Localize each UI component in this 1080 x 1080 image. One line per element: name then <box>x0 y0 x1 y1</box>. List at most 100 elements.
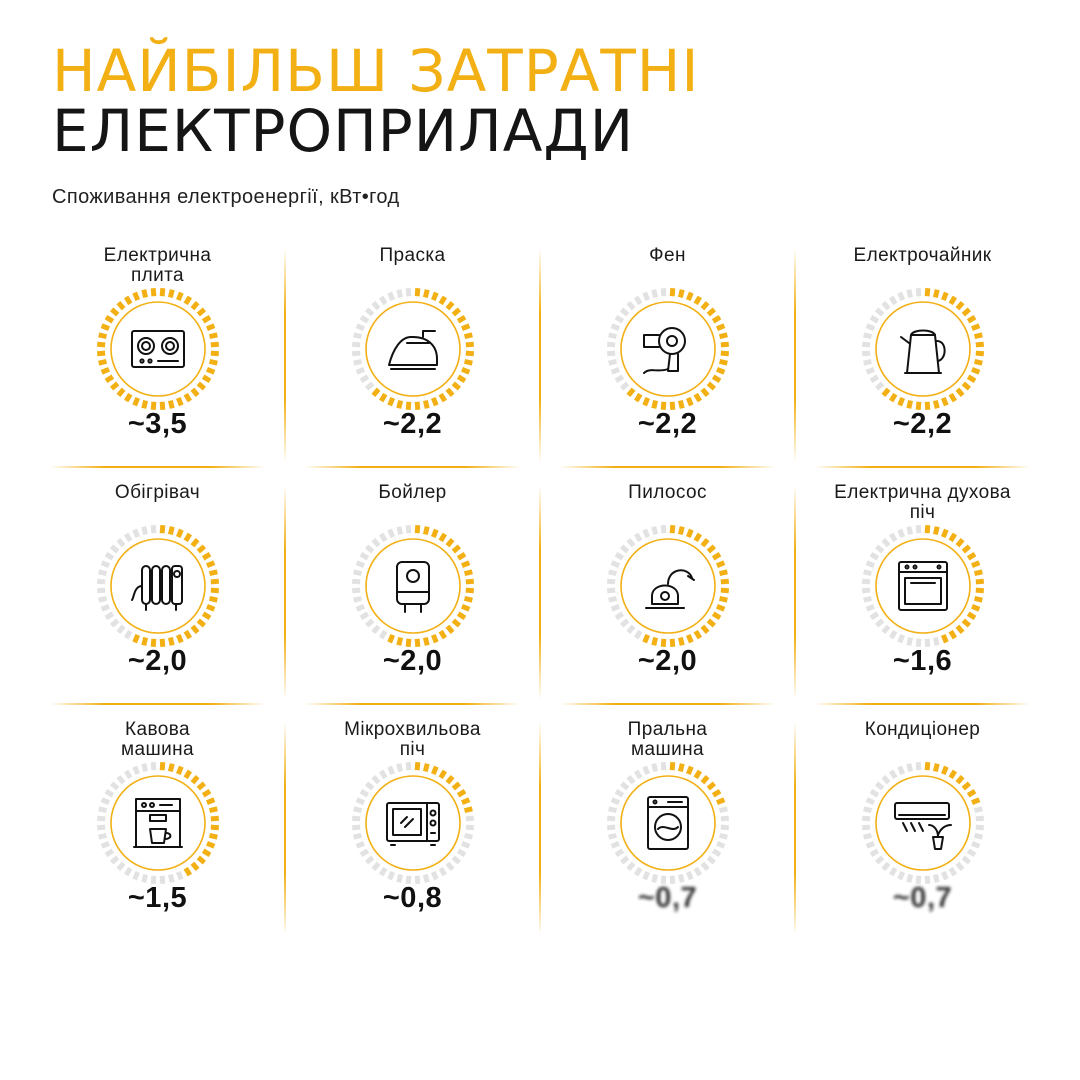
gauge-segment-empty <box>167 873 175 883</box>
gauge-segment-filled <box>445 387 455 398</box>
appliance-label: Праска <box>379 245 446 266</box>
gauge-segment-empty <box>619 855 630 865</box>
oven-icon <box>893 556 953 616</box>
column-divider <box>284 722 286 937</box>
gauge-segment-empty <box>614 314 625 324</box>
gauge-segment-filled <box>706 781 717 791</box>
gauge-segment-empty <box>371 300 381 311</box>
gauge-segment-empty <box>116 774 126 785</box>
gauge-segment-filled <box>414 401 421 410</box>
gauge-segment-empty <box>915 762 922 771</box>
gauge-segment-filled <box>456 551 467 561</box>
gauge-segment-empty <box>608 832 618 840</box>
gauge-segment-empty <box>98 832 108 840</box>
gauge-segment-filled <box>633 392 643 403</box>
gauge-segment-empty <box>966 848 977 858</box>
gauge-segment-filled <box>422 636 430 646</box>
gauge-segment-empty <box>355 797 365 806</box>
gauge-segment-filled <box>116 387 126 398</box>
gauge-segment-filled <box>720 578 729 585</box>
gauge-segment-filled <box>430 528 439 538</box>
column-divider <box>539 248 541 463</box>
gauge-segment-filled <box>720 587 729 594</box>
gauge-segment-filled <box>183 769 193 780</box>
kettle-icon <box>893 319 953 379</box>
gauge-segment-empty <box>610 366 620 375</box>
gauge-segment-filled <box>966 788 977 798</box>
gauge-segment-empty <box>607 350 616 357</box>
gauge-segment-empty <box>619 618 630 628</box>
gauge-segment-empty <box>109 855 120 865</box>
gauge-segment-empty <box>387 871 396 881</box>
gauge-segment-filled <box>438 629 448 640</box>
gauge-segment-empty <box>422 873 430 883</box>
gauge-segment-empty <box>461 840 471 849</box>
gauge-inner-ring <box>875 538 971 634</box>
appliance-label: Пилосос <box>628 482 707 503</box>
gauge-segment-empty <box>660 288 667 297</box>
gauge-segment-filled <box>167 763 175 773</box>
gauge-segment-empty <box>100 560 110 569</box>
gauge-segment-empty <box>359 374 370 384</box>
gauge-segment-empty <box>98 569 108 577</box>
gauge-segment-empty <box>352 815 361 822</box>
gauge-segment-filled <box>196 618 207 628</box>
gauge-segment-empty <box>364 781 375 791</box>
gauge-segment-filled <box>414 762 421 771</box>
gauge-segment-filled <box>975 341 984 348</box>
gauge-segment-filled <box>183 295 193 306</box>
gauge-segment-empty <box>159 875 166 884</box>
gauge-segment-empty <box>355 560 365 569</box>
gauge-inner-ring <box>110 775 206 871</box>
vacuum-icon <box>638 556 698 616</box>
gauge-segment-filled <box>677 526 685 536</box>
consumption-gauge <box>862 525 984 647</box>
gauge-segment-filled <box>208 806 218 814</box>
gauge-segment-filled <box>190 300 200 311</box>
gauge-segment-empty <box>614 374 625 384</box>
gauge-segment-empty <box>881 774 891 785</box>
gauge-segment-empty <box>141 873 149 883</box>
appliance-card: Електрична духова піч ~1,6 <box>795 475 1050 712</box>
gauge-segment-filled <box>430 397 439 407</box>
gauge-segment-filled <box>966 611 977 621</box>
gauge-segment-empty <box>948 866 958 877</box>
gauge-segment-filled <box>973 332 983 340</box>
gauge-segment-empty <box>463 832 473 840</box>
gauge-segment-filled <box>975 587 984 594</box>
gauge-segment-empty <box>608 332 618 340</box>
row-divider <box>50 703 265 705</box>
appliance-card: Електрична плита ~3,5 <box>30 238 285 475</box>
gauge-segment-empty <box>862 824 871 831</box>
gauge-segment-filled <box>167 399 175 409</box>
gauge-segment-filled <box>438 769 448 780</box>
gauge-segment-empty <box>869 374 880 384</box>
gauge-segment-filled <box>183 532 193 543</box>
gauge-segment-filled <box>396 399 404 409</box>
gauge-segment-empty <box>975 815 984 822</box>
gauge-segment-empty <box>932 636 940 646</box>
gauge-segment-filled <box>104 314 115 324</box>
stove-icon <box>128 319 188 379</box>
row-divider <box>305 466 520 468</box>
gauge-segment-empty <box>359 611 370 621</box>
gauge-segment-filled <box>685 397 694 407</box>
gauge-segment-filled <box>405 401 412 410</box>
gauge-segment-filled <box>706 307 717 317</box>
gauge-segment-empty <box>614 788 625 798</box>
gauge-segment-empty <box>863 358 873 366</box>
consumption-value: ~2,2 <box>637 408 698 440</box>
gauge-segment-filled <box>948 532 958 543</box>
gauge-segment-filled <box>924 288 931 297</box>
gauge-segment-empty <box>955 861 965 872</box>
gauge-segment-empty <box>619 544 630 554</box>
gauge-segment-empty <box>614 551 625 561</box>
gauge-segment-filled <box>445 774 455 785</box>
gauge-segment-empty <box>396 763 404 773</box>
gauge-segment-empty <box>100 840 110 849</box>
gauge-segment-empty <box>387 528 396 538</box>
gauge-segment-empty <box>100 603 110 612</box>
gauge-inner-ring <box>620 775 716 871</box>
gauge-segment-filled <box>430 765 439 775</box>
gauge-segment-empty <box>405 762 412 771</box>
